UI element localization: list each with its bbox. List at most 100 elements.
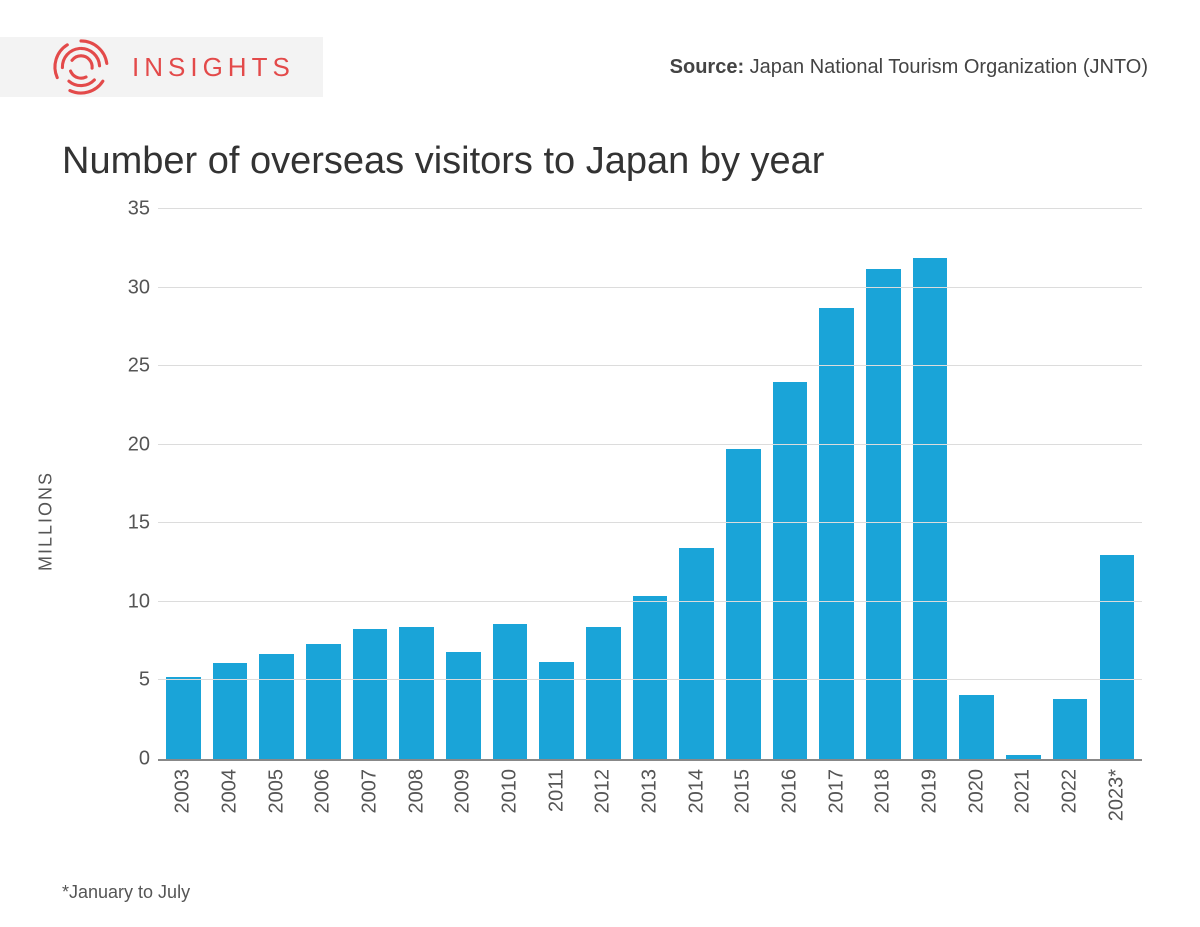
x-tick-label: 2021	[1012, 769, 1035, 814]
bar-chart: MILLIONS 05101520253035 2003200420052006…	[62, 201, 1142, 841]
x-label-slot: 2008	[393, 761, 440, 841]
y-tick-label: 0	[100, 748, 150, 771]
x-label-slot: 2019	[907, 761, 954, 841]
bar	[913, 258, 948, 759]
gridline	[158, 365, 1142, 366]
bar-slot	[347, 209, 394, 759]
bar-slot	[440, 209, 487, 759]
bar-slot	[953, 209, 1000, 759]
x-label-slot: 2012	[580, 761, 627, 841]
x-tick-label: 2013	[639, 769, 662, 814]
x-label-slot: 2009	[440, 761, 487, 841]
source-text: Japan National Tourism Organization (JNT…	[750, 56, 1148, 78]
x-tick-label: 2009	[452, 769, 475, 814]
x-tick-label: 2022	[1059, 769, 1082, 814]
x-label-slot: 2015	[720, 761, 767, 841]
y-tick-label: 30	[100, 276, 150, 299]
bar-slot	[207, 209, 254, 759]
x-tick-label: 2015	[732, 769, 755, 814]
x-label-slot: 2013	[627, 761, 674, 841]
brand-bar: INSIGHTS	[0, 37, 323, 97]
bar	[773, 382, 808, 759]
x-label-slot: 2010	[487, 761, 534, 841]
grid-area: 05101520253035	[158, 209, 1142, 761]
bar-slot	[1047, 209, 1094, 759]
y-tick-label: 5	[100, 669, 150, 692]
bar-slot	[533, 209, 580, 759]
x-tick-label: 2004	[219, 769, 242, 814]
x-tick-label: 2016	[779, 769, 802, 814]
x-axis-labels: 2003 2004 2005 2006 2007 2008 2009 2010 2011 2012…	[158, 761, 1142, 841]
x-label-slot: 2021	[1000, 761, 1047, 841]
x-tick-label: 2010	[499, 769, 522, 814]
bar	[399, 627, 434, 759]
bar-slot	[627, 209, 674, 759]
y-tick-label: 20	[100, 433, 150, 456]
x-label-slot: 2007	[347, 761, 394, 841]
bar	[166, 677, 201, 759]
bar	[493, 624, 528, 759]
bar-slot	[160, 209, 207, 759]
footnote: *January to July	[62, 882, 190, 903]
bar	[213, 663, 248, 759]
x-label-slot: 2005	[253, 761, 300, 841]
bar-slot	[767, 209, 814, 759]
x-tick-label: 2008	[405, 769, 428, 814]
bar-slot	[813, 209, 860, 759]
source-label: Source:	[670, 56, 744, 78]
plot-area: 05101520253035 2003200420052006200720082…	[158, 209, 1142, 841]
bar	[446, 652, 481, 759]
bar-slot	[253, 209, 300, 759]
bar-slot	[907, 209, 954, 759]
x-tick-label: 2014	[685, 769, 708, 814]
bar-slot	[860, 209, 907, 759]
x-label-slot: 2020	[953, 761, 1000, 841]
x-label-slot: 2014	[673, 761, 720, 841]
y-axis-title: MILLIONS	[36, 471, 57, 571]
y-tick-label: 35	[100, 198, 150, 221]
bar	[1006, 755, 1041, 759]
bar	[679, 548, 714, 759]
bar	[819, 308, 854, 759]
source-line: Source: Japan National Tourism Organizat…	[670, 56, 1148, 79]
x-tick-label: 2003	[172, 769, 195, 814]
x-tick-label: 2017	[825, 769, 848, 814]
header: INSIGHTS Source: Japan National Tourism …	[0, 30, 1148, 104]
bar	[539, 662, 574, 759]
x-label-slot: 2017	[813, 761, 860, 841]
bar	[1100, 555, 1135, 759]
gridline	[158, 601, 1142, 602]
bar	[259, 654, 294, 759]
x-tick-label: 2005	[265, 769, 288, 814]
bars-container	[158, 209, 1142, 759]
bar	[866, 269, 901, 759]
x-label-slot: 2023*	[1093, 761, 1140, 841]
x-tick-label: 2023*	[1105, 769, 1128, 821]
x-label-slot: 2016	[767, 761, 814, 841]
x-tick-label: 2018	[872, 769, 895, 814]
y-tick-label: 10	[100, 590, 150, 613]
x-label-slot: 2004	[207, 761, 254, 841]
y-tick-label: 15	[100, 512, 150, 535]
bar	[353, 629, 388, 759]
x-tick-label: 2011	[545, 769, 568, 812]
x-tick-label: 2007	[359, 769, 382, 814]
x-label-slot: 2003	[160, 761, 207, 841]
gridline	[158, 679, 1142, 680]
x-label-slot: 2006	[300, 761, 347, 841]
x-tick-label: 2012	[592, 769, 615, 814]
y-tick-label: 25	[100, 355, 150, 378]
gridline	[158, 287, 1142, 288]
x-tick-label: 2019	[919, 769, 942, 814]
bar	[306, 644, 341, 759]
gridline	[158, 208, 1142, 209]
bar	[959, 695, 994, 759]
bar	[1053, 699, 1088, 759]
bar	[586, 627, 621, 759]
bar	[726, 449, 761, 759]
bar-slot	[720, 209, 767, 759]
bar-slot	[1093, 209, 1140, 759]
bar-slot	[673, 209, 720, 759]
x-tick-label: 2020	[965, 769, 988, 814]
bar	[633, 596, 668, 759]
